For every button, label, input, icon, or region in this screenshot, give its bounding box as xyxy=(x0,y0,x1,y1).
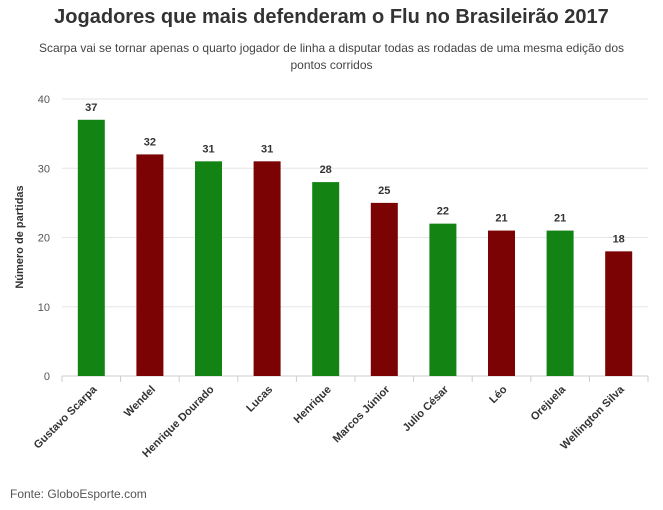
y-tick-label: 10 xyxy=(38,302,50,314)
y-tick-label: 20 xyxy=(38,233,50,245)
y-tick-label: 30 xyxy=(38,163,50,175)
bar xyxy=(195,161,222,376)
bar xyxy=(370,202,398,376)
bar xyxy=(605,251,633,376)
bar xyxy=(429,223,457,376)
y-tick-label: 40 xyxy=(38,94,50,106)
data-label: 25 xyxy=(378,185,390,197)
chart-subtitle: Scarpa vai se tornar apenas o quarto jog… xyxy=(38,41,625,72)
data-label: 22 xyxy=(437,206,449,218)
y-axis-label: Número de partidas xyxy=(14,185,26,288)
bars xyxy=(77,119,633,377)
data-label: 31 xyxy=(202,143,214,155)
bar xyxy=(253,161,281,376)
chart-title: Jogadores que mais defenderam o Flu no B… xyxy=(54,6,609,28)
data-label: 18 xyxy=(613,233,625,245)
x-tick-label: Léo xyxy=(487,383,510,406)
bar xyxy=(312,182,340,376)
data-label: 21 xyxy=(495,213,507,225)
x-tick-label: Wellington Silva xyxy=(558,383,627,452)
x-tick-label: Orejuela xyxy=(529,383,569,423)
data-label: 32 xyxy=(144,136,156,148)
bar xyxy=(77,119,105,377)
data-label: 21 xyxy=(554,213,566,225)
x-tick-label: Lucas xyxy=(244,384,275,415)
x-tick-label: Julio César xyxy=(401,383,452,434)
data-label: 37 xyxy=(85,102,97,114)
source-note: Fonte: GloboEsporte.com xyxy=(10,487,147,501)
x-tick-label: Gustavo Scarpa xyxy=(32,383,100,451)
bar xyxy=(546,230,574,376)
bar xyxy=(136,154,164,376)
bar xyxy=(488,230,515,376)
y-tick-label: 0 xyxy=(44,371,50,383)
x-tick-label: Marcos Júnior xyxy=(331,383,393,445)
data-label: 31 xyxy=(261,143,273,155)
x-tick-label: Wendel xyxy=(122,384,158,420)
x-tick-label: Henrique xyxy=(292,384,334,426)
data-label: 28 xyxy=(320,164,332,176)
